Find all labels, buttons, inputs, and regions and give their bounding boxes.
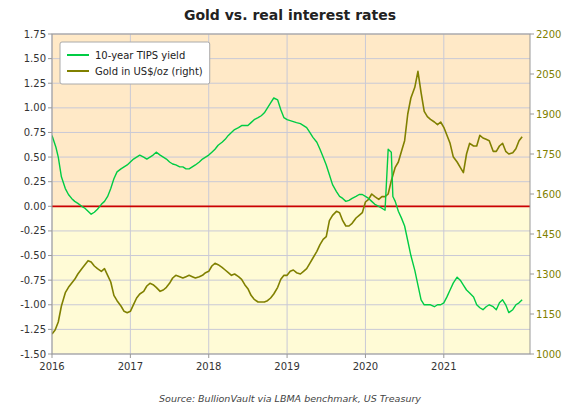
tick-label-y: -1.25 bbox=[20, 324, 46, 335]
tick-label-x: 2019 bbox=[274, 361, 299, 372]
tick-label-x: 2020 bbox=[353, 361, 378, 372]
title: Gold vs. real interest rates bbox=[184, 7, 396, 23]
series-line bbox=[52, 98, 522, 313]
grid-line-x bbox=[443, 34, 444, 354]
series-line bbox=[52, 71, 522, 334]
tick-label-y2: 1300 bbox=[536, 269, 561, 280]
grid-line-y bbox=[52, 132, 530, 133]
grid-line-x bbox=[287, 34, 288, 354]
tick-y2 bbox=[530, 274, 534, 275]
tick-label-y2: 1000 bbox=[536, 349, 561, 360]
tick-y bbox=[48, 354, 52, 355]
tick-label-y: 0.50 bbox=[24, 152, 46, 163]
tick-label-y: -0.25 bbox=[20, 225, 46, 236]
tick-label-y2: 1750 bbox=[536, 149, 561, 160]
tick-label-y: 0.00 bbox=[24, 201, 46, 212]
tick-y bbox=[48, 230, 52, 231]
plot-background bbox=[52, 34, 530, 354]
legend-label: 10-year TIPS yield bbox=[95, 50, 185, 61]
legend-swatch bbox=[67, 70, 89, 72]
grid-line-y bbox=[52, 329, 530, 330]
zero-line bbox=[52, 205, 530, 207]
tick-x bbox=[365, 354, 366, 358]
tick-y2 bbox=[530, 114, 534, 115]
tick-y bbox=[48, 132, 52, 133]
tick-label-y2: 2200 bbox=[536, 29, 561, 40]
tick-label-y2: 2050 bbox=[536, 69, 561, 80]
tick-x bbox=[443, 354, 444, 358]
tick-label-y: -0.75 bbox=[20, 275, 46, 286]
tick-label-y: -1.00 bbox=[20, 299, 46, 310]
legend-label: Gold in US$/oz (right) bbox=[95, 66, 203, 77]
tick-y2 bbox=[530, 234, 534, 235]
grid-line-y bbox=[52, 230, 530, 231]
grid-line-x bbox=[365, 34, 366, 354]
tick-y bbox=[48, 280, 52, 281]
tick-label-x: 2017 bbox=[118, 361, 143, 372]
tick-label-y: 1.75 bbox=[24, 29, 46, 40]
tick-label-y: 1.00 bbox=[24, 102, 46, 113]
tick-y bbox=[48, 83, 52, 84]
tick-y bbox=[48, 304, 52, 305]
tick-y2 bbox=[530, 154, 534, 155]
tick-label-x: 2018 bbox=[196, 361, 221, 372]
tick-label-y: 1.25 bbox=[24, 78, 46, 89]
tick-y2 bbox=[530, 354, 534, 355]
grid-line-y bbox=[52, 181, 530, 182]
tick-label-y2: 1450 bbox=[536, 229, 561, 240]
chart: Gold vs. real interest rates 2016 2017 2018… bbox=[0, 0, 580, 412]
tick-y2 bbox=[530, 74, 534, 75]
tick-y2 bbox=[530, 194, 534, 195]
grid bbox=[52, 34, 530, 354]
tick-y bbox=[48, 181, 52, 182]
grid-line-y bbox=[52, 107, 530, 108]
legend-box bbox=[60, 42, 210, 84]
tick-y bbox=[48, 255, 52, 256]
tick-label-x: 2021 bbox=[431, 361, 456, 372]
annotation: Source: BullionVault via LBMA benchmark,… bbox=[159, 393, 421, 404]
tick-label-x: 2016 bbox=[39, 361, 64, 372]
tick-y bbox=[48, 34, 52, 35]
band-above-zero bbox=[52, 34, 530, 206]
tick-label-y: -1.50 bbox=[20, 349, 46, 360]
tick-y2 bbox=[530, 34, 534, 35]
tick-x bbox=[52, 354, 53, 358]
series-group bbox=[52, 71, 522, 334]
tick-y2 bbox=[530, 314, 534, 315]
tick-label-y2: 1900 bbox=[536, 109, 561, 120]
legend-swatch bbox=[67, 54, 89, 56]
tick-y bbox=[48, 206, 52, 207]
legend: 10-year TIPS yield Gold in US$/oz (right) bbox=[60, 42, 210, 84]
tick-label-y2: 1600 bbox=[536, 189, 561, 200]
tick-label-y: 1.50 bbox=[24, 53, 46, 64]
grid-line-y bbox=[52, 280, 530, 281]
tick-label-y: 0.75 bbox=[24, 127, 46, 138]
tick-y bbox=[48, 58, 52, 59]
tick-x bbox=[287, 354, 288, 358]
grid-line-y bbox=[52, 255, 530, 256]
grid-line-y bbox=[52, 157, 530, 158]
plot-frame bbox=[52, 34, 530, 354]
tick-label-y2: 1150 bbox=[536, 309, 561, 320]
tick-label-y: 0.25 bbox=[24, 176, 46, 187]
band-below-zero bbox=[52, 206, 530, 354]
grid-line-y bbox=[52, 304, 530, 305]
tick-label-y: -0.50 bbox=[20, 250, 46, 261]
tick-y bbox=[48, 157, 52, 158]
tick-y bbox=[48, 107, 52, 108]
tick-x bbox=[208, 354, 209, 358]
tick-x bbox=[130, 354, 131, 358]
tick-y bbox=[48, 329, 52, 330]
grid-line-y bbox=[52, 206, 530, 207]
